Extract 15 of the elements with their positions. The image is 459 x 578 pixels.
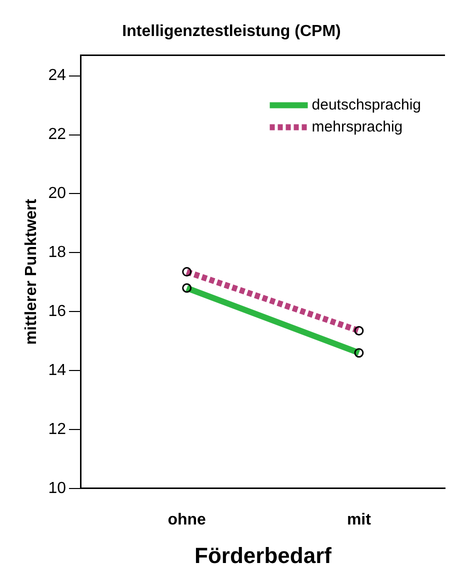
x-axis-title: Förderbedarf (194, 542, 332, 568)
y-tick-label: 10 (48, 480, 66, 497)
y-tick-label: 12 (48, 420, 66, 438)
legend-label: deutschsprachig (312, 96, 421, 114)
y-tick-label: 14 (48, 362, 66, 379)
y-tick-label: 20 (48, 185, 66, 202)
y-tick-label: 16 (48, 302, 66, 320)
y-axis-title: mittlerer Punktwert (23, 198, 40, 345)
x-tick-label: mit (346, 511, 372, 528)
x-tick-label: ohne (168, 511, 206, 528)
y-tick-label: 24 (48, 67, 66, 84)
y-tick-label: 22 (48, 126, 66, 144)
chart-title: Intelligenztestleistung (CPM) (122, 23, 341, 40)
y-tick-label: 18 (48, 244, 66, 262)
legend-label: mehrsprachig (312, 118, 403, 136)
